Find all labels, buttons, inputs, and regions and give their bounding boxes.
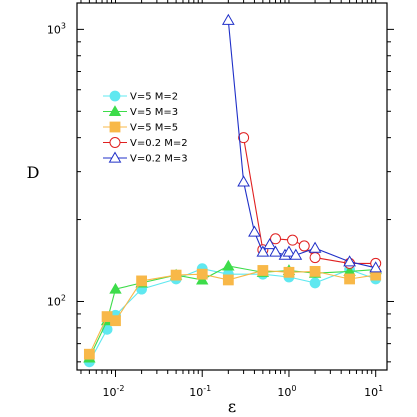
data-point — [269, 245, 282, 257]
tick-labels-layer: 10-2 10-1 100 101 102 103 — [47, 21, 383, 399]
data-point — [309, 252, 321, 264]
series-2 — [83, 265, 382, 360]
legend-label: V=0.2 M=3 — [130, 154, 188, 165]
legend-entry: V=5 M=5 — [103, 121, 178, 134]
x-tick-label: 10-2 — [102, 384, 124, 399]
data-point — [222, 274, 234, 286]
data-point — [289, 248, 303, 260]
legend-label: V=0.2 M=2 — [130, 138, 188, 149]
data-point — [282, 245, 296, 257]
legend-marker — [109, 90, 121, 102]
data-point — [287, 234, 299, 246]
data-point — [109, 282, 122, 294]
series-4 — [221, 13, 383, 273]
data-point — [257, 265, 269, 276]
data-point — [237, 175, 250, 187]
legend-entry: V=5 M=3 — [103, 105, 178, 118]
data-point — [221, 13, 235, 25]
data-point — [263, 237, 277, 250]
x-axis-label: ε — [228, 397, 236, 416]
data-point — [196, 268, 208, 280]
x-tick-label: 101 — [364, 384, 383, 399]
data-point — [256, 245, 270, 257]
data-point — [344, 273, 355, 285]
data-point — [283, 266, 295, 278]
plot-frame — [76, 2, 388, 371]
y-axis-label: D — [27, 163, 40, 182]
legend-marker — [108, 105, 122, 117]
legend-marker — [108, 151, 122, 163]
legend: V=5 M=2 V=5 M=3 V=5 M=5 V=0.2 M=2 V=0.2 M=3 — [103, 90, 188, 165]
legend-label: V=5 M=5 — [130, 123, 178, 134]
data-point — [170, 269, 182, 281]
legend-marker — [109, 121, 121, 133]
data-point — [308, 241, 322, 253]
legend-entry: V=5 M=2 — [103, 90, 178, 103]
data-point — [83, 348, 95, 360]
series-line — [227, 20, 376, 269]
series-layer — [83, 13, 383, 368]
data-point — [369, 261, 383, 273]
data-point — [343, 255, 356, 267]
legend-entry: V=0.2 M=2 — [103, 137, 188, 149]
legend-label: V=5 M=2 — [130, 92, 178, 103]
data-point — [222, 259, 235, 271]
y-tick-label: 103 — [47, 21, 66, 36]
ticks-layer — [77, 0, 394, 377]
data-point — [298, 240, 310, 252]
legend-label: V=5 M=3 — [130, 107, 178, 118]
legend-marker — [109, 137, 121, 148]
x-tick-label: 100 — [277, 384, 296, 399]
data-point — [136, 275, 147, 287]
data-point — [309, 277, 321, 289]
x-tick-label: 10-1 — [189, 384, 211, 399]
y-tick-label: 102 — [47, 293, 66, 308]
data-point — [238, 132, 250, 144]
data-point — [270, 233, 282, 245]
data-point — [248, 225, 261, 237]
data-point — [110, 315, 121, 327]
data-point — [309, 265, 321, 277]
legend-entry: V=0.2 M=3 — [103, 151, 188, 165]
